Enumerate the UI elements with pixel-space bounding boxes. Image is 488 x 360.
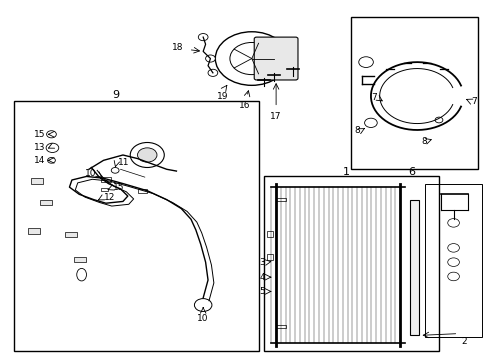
Bar <box>101 177 111 182</box>
Circle shape <box>447 219 458 227</box>
Bar <box>101 188 108 192</box>
Text: 7: 7 <box>470 97 476 106</box>
Bar <box>264 176 438 351</box>
Text: 15: 15 <box>34 130 46 139</box>
Circle shape <box>46 131 56 138</box>
Text: 6: 6 <box>408 167 415 177</box>
Bar <box>276 325 285 328</box>
Bar <box>409 200 418 336</box>
Text: 8: 8 <box>354 126 360 135</box>
Bar <box>40 200 52 205</box>
Circle shape <box>111 167 119 173</box>
Circle shape <box>47 157 55 163</box>
Text: 1: 1 <box>343 167 349 177</box>
Circle shape <box>198 33 207 41</box>
Bar <box>267 254 273 260</box>
Circle shape <box>434 117 442 123</box>
Bar <box>425 184 481 337</box>
Text: 13: 13 <box>34 143 46 152</box>
Circle shape <box>229 42 273 75</box>
Circle shape <box>447 258 458 266</box>
Bar <box>30 178 42 184</box>
Text: 18: 18 <box>172 43 183 52</box>
Text: 2: 2 <box>461 337 466 346</box>
Circle shape <box>205 55 215 62</box>
Bar <box>137 189 147 193</box>
Text: 16: 16 <box>238 102 250 111</box>
Text: 15: 15 <box>113 183 124 192</box>
Text: 10: 10 <box>197 314 208 323</box>
Circle shape <box>447 244 458 252</box>
Text: 12: 12 <box>103 193 115 202</box>
Circle shape <box>137 148 157 162</box>
Text: 9: 9 <box>112 90 119 100</box>
Text: 19: 19 <box>216 93 228 102</box>
Circle shape <box>130 143 164 167</box>
Circle shape <box>364 118 376 127</box>
Circle shape <box>447 272 458 281</box>
Bar <box>28 228 40 234</box>
Text: 11: 11 <box>118 158 129 167</box>
Text: 14: 14 <box>34 156 46 165</box>
Text: 5: 5 <box>259 287 265 296</box>
Bar <box>351 18 477 169</box>
Bar <box>74 257 86 262</box>
Circle shape <box>358 57 372 67</box>
Bar <box>64 232 77 237</box>
Circle shape <box>194 298 211 311</box>
Text: 8: 8 <box>420 137 426 146</box>
Circle shape <box>215 32 287 85</box>
Bar <box>276 198 285 202</box>
Text: 4: 4 <box>259 273 265 282</box>
Text: 3: 3 <box>259 258 265 267</box>
Circle shape <box>207 69 217 76</box>
Bar <box>267 231 273 237</box>
Text: 17: 17 <box>270 112 281 121</box>
Bar <box>14 102 259 351</box>
FancyBboxPatch shape <box>254 37 297 80</box>
Ellipse shape <box>77 269 86 281</box>
Circle shape <box>46 143 59 153</box>
Text: 7: 7 <box>371 93 376 102</box>
Text: 10: 10 <box>84 169 96 178</box>
